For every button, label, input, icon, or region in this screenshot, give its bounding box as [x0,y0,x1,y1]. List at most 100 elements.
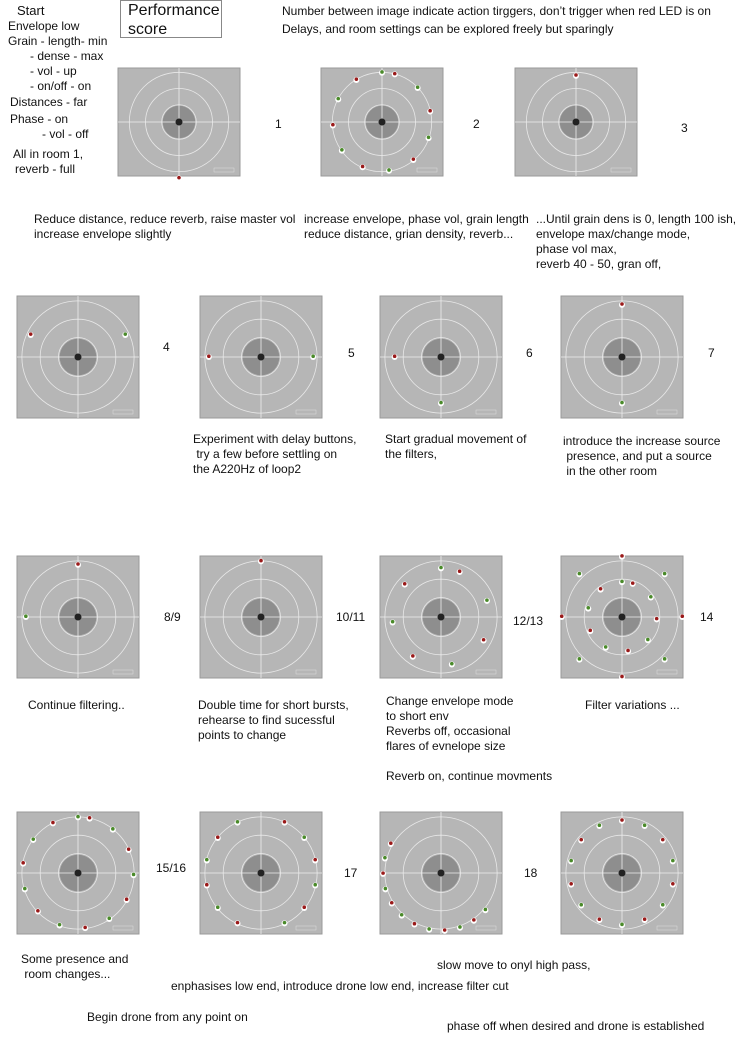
source-led [428,108,432,113]
scale-box [295,669,317,675]
source-led [680,614,685,618]
source-led [313,857,318,862]
caption: Reduce distance, reduce reverb, raise ma… [34,212,296,226]
caption: rehearse to find sucessful [198,713,335,727]
listener [378,118,386,126]
source-led [603,645,608,649]
source-led [402,581,407,586]
scale-box [475,669,497,675]
start-line: Grain - length- min [8,34,108,48]
caption: reverb 40 - 50, gran off, [536,257,662,271]
scale-box [656,409,678,415]
source-led [23,886,27,891]
scale-box [295,925,317,931]
source-led [620,922,624,927]
source-led [51,820,55,825]
caption: points to change [198,728,287,742]
source-led [207,354,211,359]
panel-label: 4 [163,340,170,354]
source-led [481,637,486,642]
caption: to short env [386,709,449,723]
source-led [177,175,181,180]
scale-box [112,925,134,931]
source-led [579,902,584,907]
source-led [483,907,488,912]
source-led [21,861,25,865]
source-led [123,332,128,336]
listener [74,613,82,621]
listener [572,118,580,126]
source-led [28,332,33,336]
source-led [588,628,593,633]
source-led [642,823,647,828]
source-led [620,579,624,584]
caption: Filter variations ... [585,698,680,712]
source-led [620,302,624,306]
source-led [336,96,341,101]
source-led [411,654,415,658]
start-line: Phase - on [10,112,69,126]
caption: ...Until grain dens is 0, length 100 ish… [536,212,737,226]
panel-label: 1 [275,117,282,131]
source-led [340,147,344,152]
source-led [411,157,416,161]
source-led [620,818,624,822]
source-led [646,637,650,642]
source-led [311,354,315,359]
source-led [457,569,462,574]
caption: slow move to onyl high pass, [437,958,591,972]
caption: enphasises low end, introduce drone low … [171,979,509,993]
scale-box [475,409,497,415]
source-led [282,920,287,925]
scale-box [475,925,497,931]
source-led [389,841,393,846]
source-led [630,581,635,585]
source-led [380,70,384,74]
listener [618,869,626,877]
scale-box [295,409,317,415]
source-led [458,925,462,929]
source-led [654,616,659,621]
listener [74,353,82,361]
source-led [598,587,603,591]
listener [437,869,445,877]
source-led [415,85,420,90]
panel-label: 3 [681,121,688,135]
panel-label: 6 [526,346,533,360]
caption: flares of evnelope size [386,739,506,753]
source-led [427,927,431,931]
caption: try a few before settling on [193,447,338,461]
caption: Double time for short bursts, [198,698,349,712]
caption: Some presence and [21,952,129,966]
source-led [282,819,287,824]
source-led [381,871,385,875]
note: Number between image indicate action tir… [282,4,711,18]
source-led [620,674,624,679]
source-led [24,614,28,618]
source-led [577,657,582,661]
source-led [620,400,624,405]
panel-label: 17 [344,866,358,880]
source-led [626,648,630,653]
listener [257,613,265,621]
caption: in the other room [563,464,658,478]
caption: Experiment with delay buttons, [193,432,357,446]
listener [74,869,82,877]
source-led [569,858,573,863]
source-led [485,598,489,602]
source-led [215,905,220,910]
source-led [360,164,365,169]
source-led [235,920,240,925]
source-led [313,882,318,887]
title: Performance score [120,0,222,38]
caption: phase off when desired and drone is esta… [447,1019,705,1033]
source-led [235,819,240,824]
start-line: reverb - full [15,162,76,176]
source-led [204,857,209,862]
listener [437,353,445,361]
caption: room changes... [21,967,111,981]
source-led [354,77,359,81]
source-led [302,835,307,839]
